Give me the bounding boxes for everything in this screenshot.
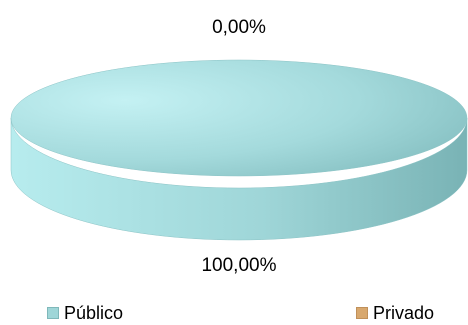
legend-label-privado: Privado bbox=[373, 302, 435, 323]
legend-swatch-publico bbox=[47, 307, 59, 319]
legend-swatch-privado bbox=[356, 307, 368, 319]
slice-publico-top bbox=[10, 59, 468, 177]
legend-item-privado: Privado bbox=[356, 302, 434, 324]
data-label-privado: 0,00% bbox=[212, 17, 266, 38]
data-label-publico: 100,00% bbox=[201, 255, 276, 276]
legend-item-publico: Público bbox=[47, 302, 123, 324]
legend-label-publico: Público bbox=[64, 302, 124, 323]
slice-publico-side bbox=[10, 117, 468, 241]
